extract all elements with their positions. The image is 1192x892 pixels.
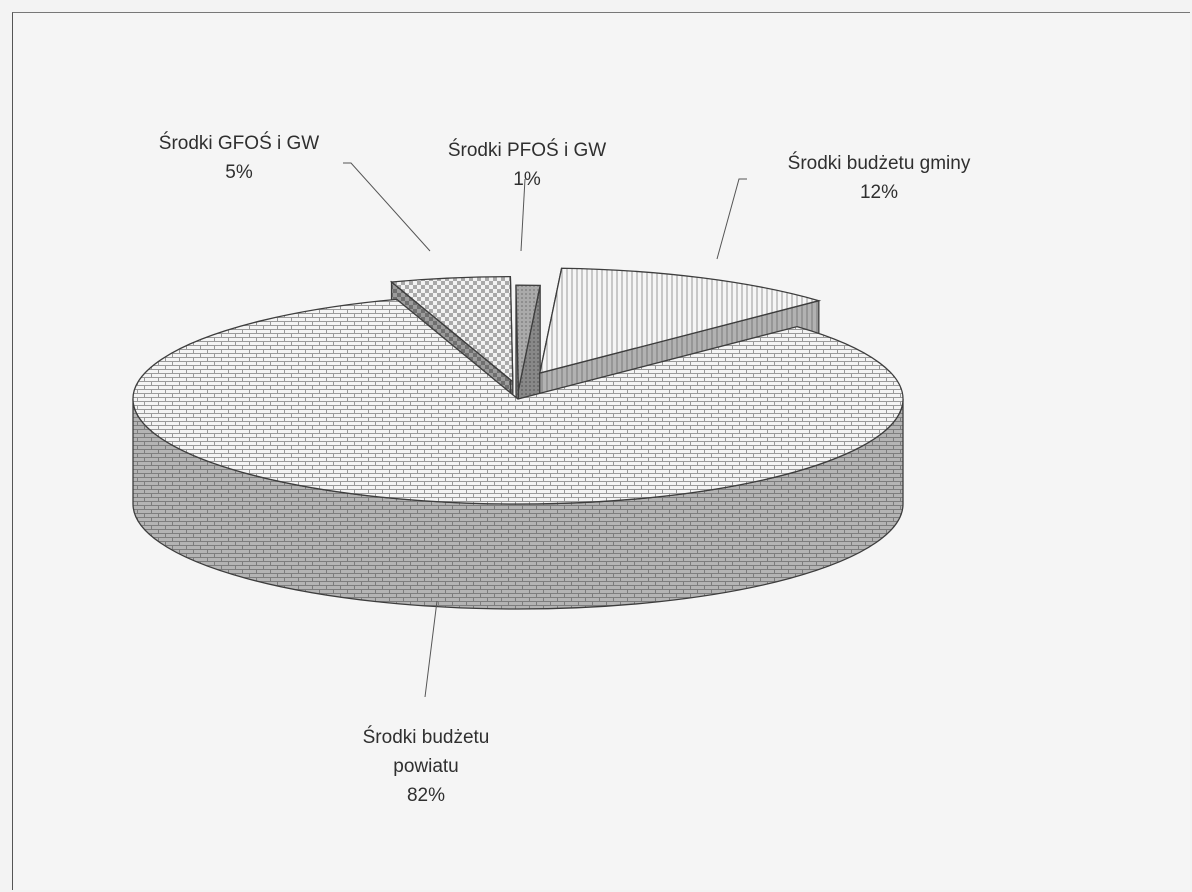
leader-lines (343, 162, 747, 698)
slice-top (389, 275, 514, 384)
slice-top (538, 267, 822, 374)
pie-chart: Środki budżetu gminy 12% Środki budżetu pow… (132, 132, 971, 806)
slice-top (132, 298, 904, 505)
slice-name-label: Środki GFOŚ i GW (159, 132, 320, 154)
leader-line (716, 178, 747, 260)
slice-value-label: 5% (225, 162, 253, 183)
slice-value-label: 82% (407, 785, 445, 806)
slice-value-label: 12% (860, 182, 898, 203)
pie-slice (515, 284, 541, 496)
slice-labels: Środki budżetu gminy 12% Środki budżetu pow… (159, 132, 971, 806)
pie-slice (132, 298, 904, 610)
slice-name-label: Środki budżetu (363, 726, 490, 748)
leader-line (424, 600, 438, 698)
leader-line (343, 162, 431, 252)
slice-top (515, 284, 541, 391)
leader-line (520, 178, 526, 252)
slice-name-label: Środki PFOŚ i GW (448, 139, 606, 161)
slice-value-label: 1% (513, 169, 541, 190)
slices-layer (132, 267, 904, 610)
chart-frame: Środki budżetu gminy 12% Środki budżetu pow… (12, 12, 1190, 890)
slice-name-label: Środki budżetu gminy (788, 152, 971, 174)
slice-name-label: powiatu (393, 756, 459, 777)
